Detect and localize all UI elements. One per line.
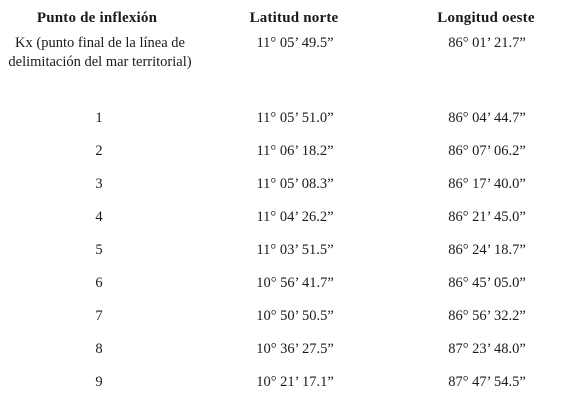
cell-point: Kx (punto final de la línea de delimitac… xyxy=(8,35,192,70)
cell-longitude: 87° 23’ 48.0” xyxy=(448,341,526,357)
table-row: 2 11° 06’ 18.2” 86° 07’ 06.2” xyxy=(0,135,572,168)
cell-point: 2 xyxy=(95,143,103,159)
cell-latitude: 11° 06’ 18.2” xyxy=(256,143,334,159)
cell-point: 9 xyxy=(95,374,103,390)
coordinates-table: Punto de inflexión Latitud norte Longitu… xyxy=(0,6,572,399)
cell-point: 3 xyxy=(95,176,103,192)
cell-longitude: 86° 07’ 06.2” xyxy=(448,143,526,159)
cell-latitude: 11° 04’ 26.2” xyxy=(256,209,334,225)
table-row: 5 11° 03’ 51.5” 86° 24’ 18.7” xyxy=(0,234,572,267)
table-row: 9 10° 21’ 17.1” 87° 47’ 54.5” xyxy=(0,366,572,399)
cell-point: 4 xyxy=(95,209,103,225)
cell-latitude: 10° 56’ 41.7” xyxy=(256,275,334,291)
cell-longitude: 86° 21’ 45.0” xyxy=(448,209,526,225)
header-latitud-norte: Latitud norte xyxy=(249,9,339,26)
cell-latitude: 11° 05’ 49.5” xyxy=(256,35,334,51)
cell-longitude: 86° 24’ 18.7” xyxy=(448,242,526,258)
header-row: Punto de inflexión Latitud norte Longitu… xyxy=(0,6,572,30)
cell-longitude: 86° 01’ 21.7” xyxy=(448,35,526,51)
table-row: Kx (punto final de la línea de delimitac… xyxy=(0,30,572,102)
cell-point: 7 xyxy=(95,308,103,324)
header-punto-de-inflexion: Punto de inflexión xyxy=(36,9,158,26)
cell-latitude: 11° 05’ 51.0” xyxy=(256,110,334,126)
cell-point: 1 xyxy=(95,110,103,126)
cell-latitude: 10° 21’ 17.1” xyxy=(256,374,334,390)
table-row: 7 10° 50’ 50.5” 86° 56’ 32.2” xyxy=(0,300,572,333)
table-row: 4 11° 04’ 26.2” 86° 21’ 45.0” xyxy=(0,201,572,234)
cell-longitude: 86° 04’ 44.7” xyxy=(448,110,526,126)
table-row: 8 10° 36’ 27.5” 87° 23’ 48.0” xyxy=(0,333,572,366)
cell-point: 8 xyxy=(95,341,103,357)
table-header: Punto de inflexión Latitud norte Longitu… xyxy=(0,6,572,30)
table-row: 3 11° 05’ 08.3” 86° 17’ 40.0” xyxy=(0,168,572,201)
cell-longitude: 86° 56’ 32.2” xyxy=(448,308,526,324)
cell-longitude: 87° 47’ 54.5” xyxy=(448,374,526,390)
table-row: 6 10° 56’ 41.7” 86° 45’ 05.0” xyxy=(0,267,572,300)
cell-latitude: 11° 05’ 08.3” xyxy=(256,176,334,192)
table-body: Kx (punto final de la línea de delimitac… xyxy=(0,30,572,399)
cell-latitude: 11° 03’ 51.5” xyxy=(256,242,334,258)
table-row: 1 11° 05’ 51.0” 86° 04’ 44.7” xyxy=(0,102,572,135)
cell-latitude: 10° 36’ 27.5” xyxy=(256,341,334,357)
cell-longitude: 86° 17’ 40.0” xyxy=(448,176,526,192)
cell-point: 6 xyxy=(95,275,103,291)
cell-longitude: 86° 45’ 05.0” xyxy=(448,275,526,291)
header-longitud-oeste: Longitud oeste xyxy=(437,9,535,26)
cell-latitude: 10° 50’ 50.5” xyxy=(256,308,334,324)
cell-point: 5 xyxy=(95,242,103,258)
